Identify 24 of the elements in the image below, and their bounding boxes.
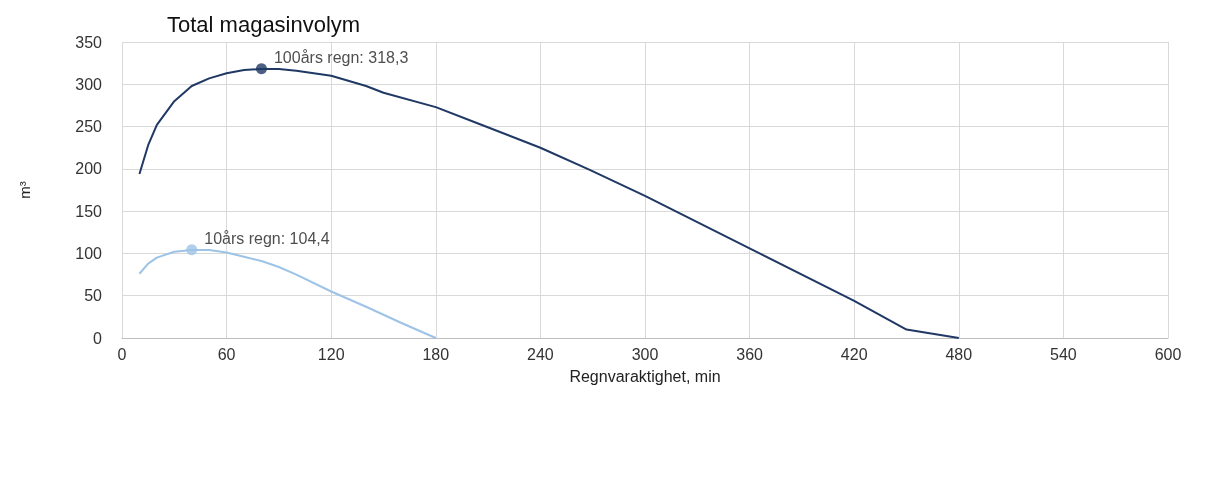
x-tick-label: 120 xyxy=(317,345,345,363)
y-tick-label: 200 xyxy=(75,160,103,178)
x-tick-label: 0 xyxy=(117,345,127,363)
x-tick-label: 240 xyxy=(527,345,554,363)
x-tick-label: 480 xyxy=(945,345,973,363)
x-tick-label: 420 xyxy=(840,345,868,363)
y-tick-label: 300 xyxy=(75,75,103,93)
y-axis-title: m³ xyxy=(16,181,33,199)
y-tick-label: 100 xyxy=(75,244,103,262)
y-tick-label: 250 xyxy=(75,118,103,136)
chart-title: Total magasinvolym xyxy=(167,11,361,37)
x-tick-label: 60 xyxy=(217,345,236,363)
x-tick-label: 360 xyxy=(736,345,764,363)
y-tick-label: 150 xyxy=(75,202,103,220)
x-tick-label: 300 xyxy=(631,345,659,363)
annotation: 10års regn: 104,4 xyxy=(204,230,330,248)
y-tick-label: 350 xyxy=(75,33,103,51)
y-tick-label: 50 xyxy=(84,287,103,305)
x-tick-label: 600 xyxy=(1154,345,1182,363)
y-tick-label: 0 xyxy=(93,329,103,347)
x-axis-title: Regnvaraktighet, min xyxy=(569,367,721,385)
x-tick-label: 180 xyxy=(422,345,450,363)
x-tick-label: 540 xyxy=(1050,345,1077,363)
annotation: 100års regn: 318,3 xyxy=(273,49,409,67)
